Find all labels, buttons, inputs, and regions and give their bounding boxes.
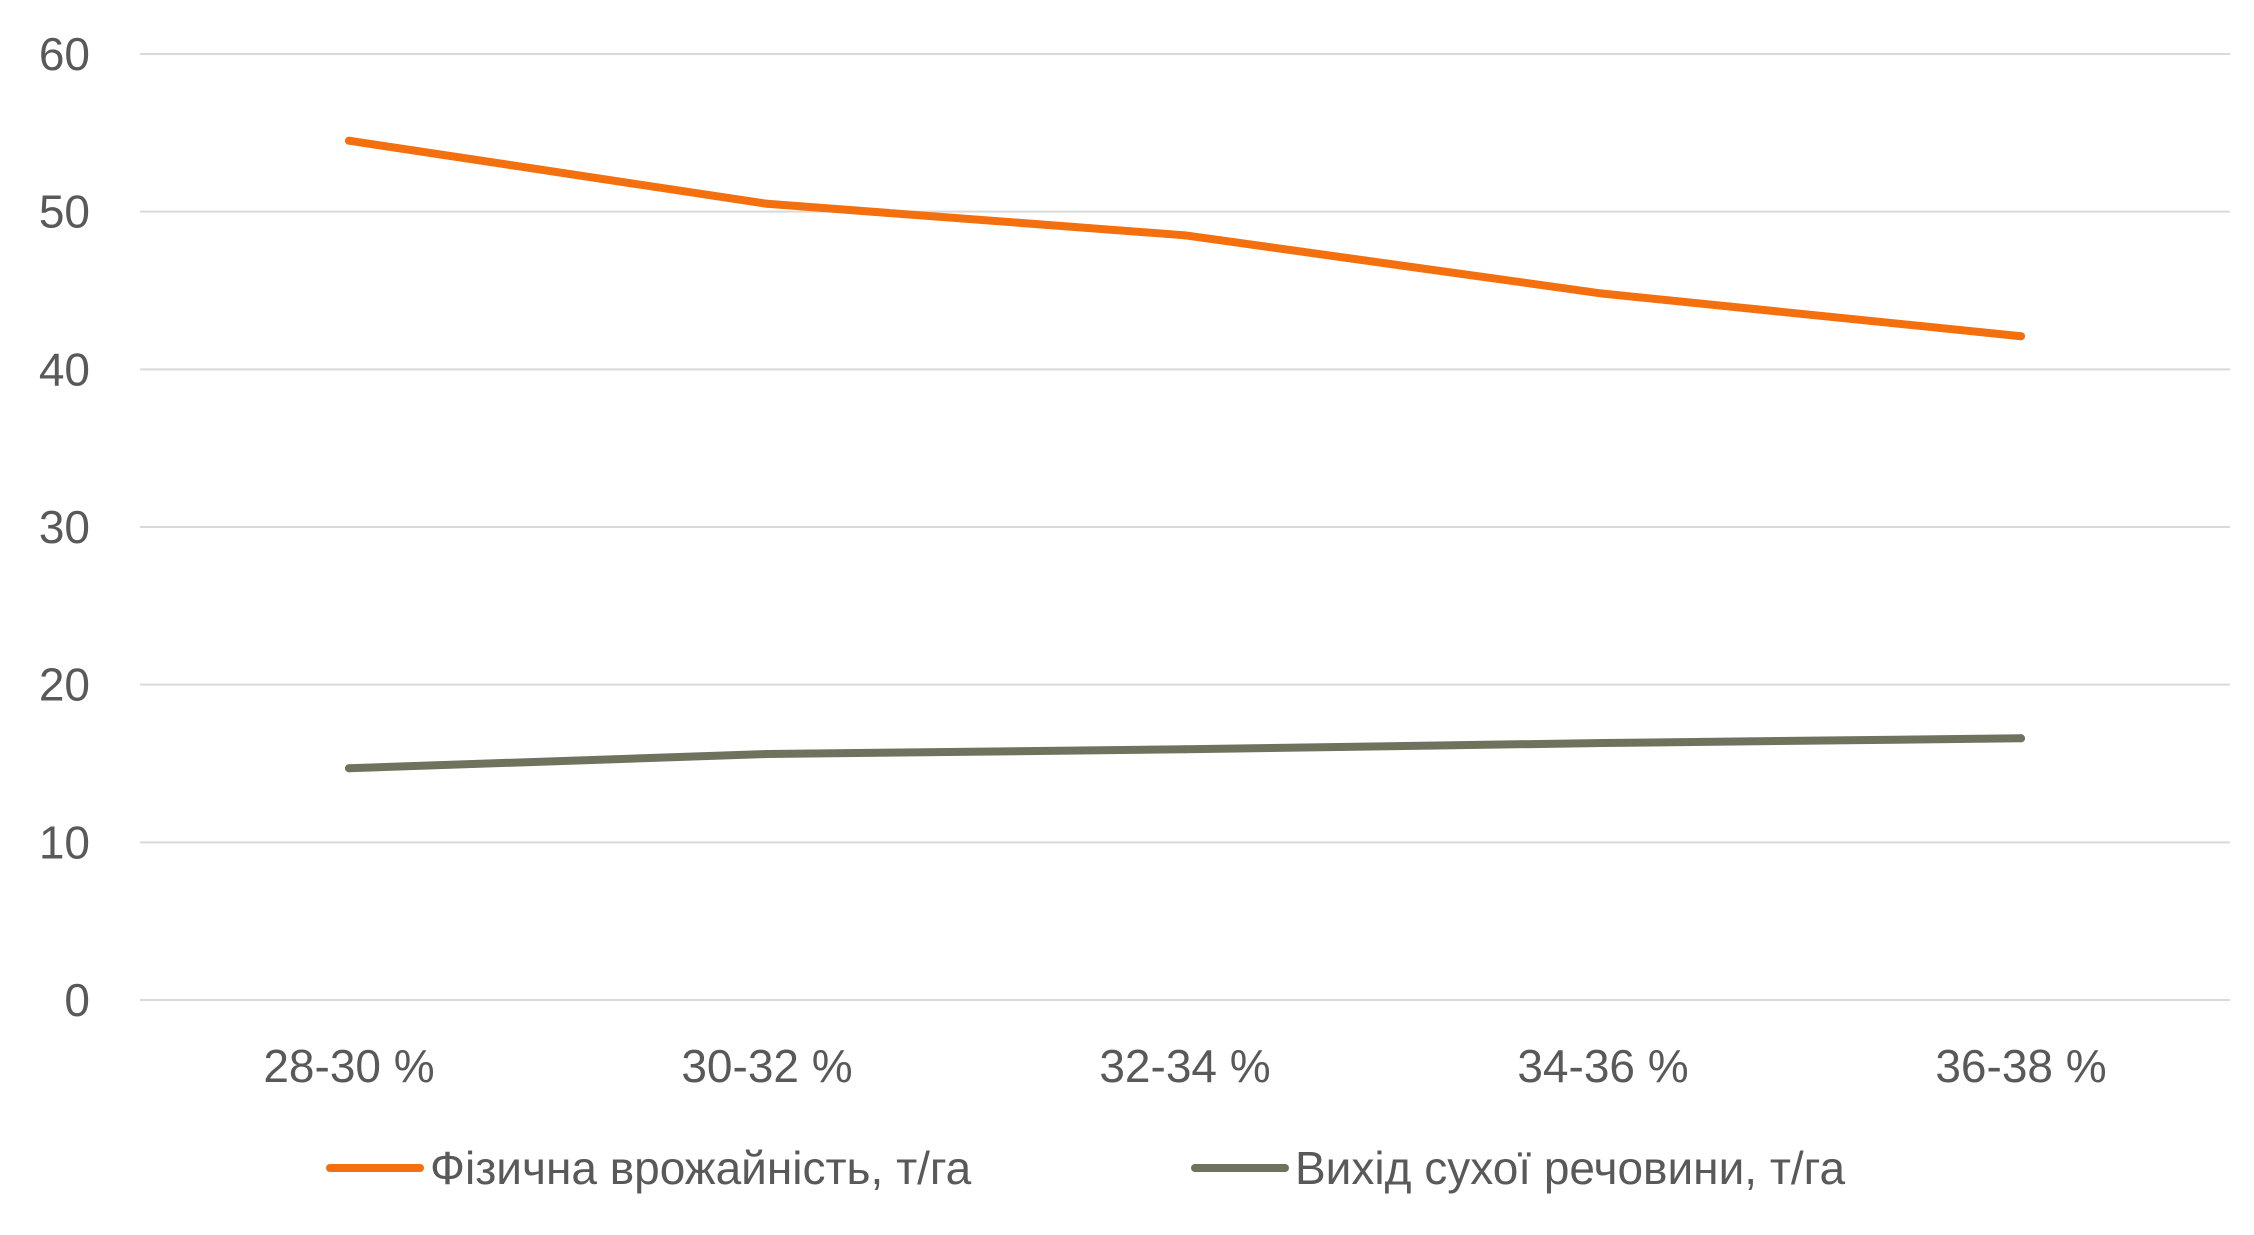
data-point [1599, 289, 1607, 298]
y-tick-label: 0 [64, 974, 90, 1026]
y-tick-label: 10 [39, 816, 90, 868]
y-tick-label: 30 [39, 501, 90, 553]
y-tick-label: 60 [39, 28, 90, 80]
data-point [345, 764, 353, 773]
data-point [1181, 231, 1189, 240]
legend-label: Вихід сухої речовини, т/га [1295, 1142, 1845, 1194]
y-tick-label: 50 [39, 186, 90, 238]
data-point [1181, 745, 1189, 754]
x-axis-tick-labels: 28-30 % 30-32 % 32-34 % 34-36 % 36-38 % [263, 1040, 2106, 1092]
data-point [2017, 332, 2025, 341]
legend-label: Фізична врожайність, т/га [430, 1142, 972, 1194]
data-point [345, 136, 353, 145]
x-tick-label: 34-36 % [1517, 1040, 1688, 1092]
x-tick-label: 32-34 % [1099, 1040, 1270, 1092]
x-tick-label: 36-38 % [1935, 1040, 2106, 1092]
data-point [763, 199, 771, 208]
y-axis-tick-labels: 0 10 20 30 40 50 60 [39, 28, 90, 1026]
x-tick-label: 30-32 % [681, 1040, 852, 1092]
legend: Фізична врожайність, т/га Вихід сухої реч… [326, 1142, 1845, 1194]
data-point [1599, 739, 1607, 748]
y-tick-label: 40 [39, 343, 90, 395]
data-point [2017, 734, 2025, 743]
y-tick-label: 20 [39, 659, 90, 711]
gridlines [140, 53, 2230, 1001]
data-point [763, 750, 771, 759]
x-tick-label: 28-30 % [263, 1040, 434, 1092]
series-lines [345, 136, 2025, 773]
